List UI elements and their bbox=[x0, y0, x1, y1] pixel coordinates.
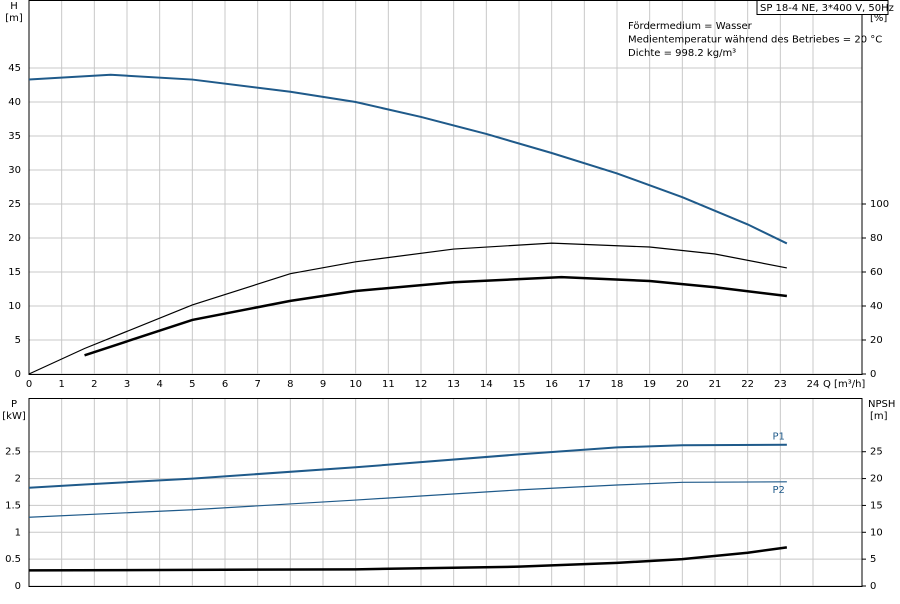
y-tick-label: 2 bbox=[15, 474, 21, 485]
x-tick-label: 18 bbox=[611, 379, 624, 390]
y-axis-label: P bbox=[11, 399, 17, 410]
x-axis-label: Q [m³/h] bbox=[823, 379, 865, 390]
y-tick-label: 25 bbox=[8, 199, 21, 210]
y2-axis-label: NPSH bbox=[868, 399, 895, 410]
y-axis-unit: [m] bbox=[5, 13, 23, 24]
y2-tick-label: 15 bbox=[870, 500, 883, 511]
curve bbox=[28, 546, 788, 572]
curve bbox=[28, 73, 788, 245]
y2-tick-label: 20 bbox=[870, 335, 883, 346]
y2-axis-unit: [%] bbox=[870, 13, 887, 24]
curve bbox=[84, 275, 788, 357]
y-tick-label: 2.5 bbox=[5, 447, 21, 458]
x-tick-label: 3 bbox=[124, 379, 130, 390]
x-tick-label: 20 bbox=[676, 379, 689, 390]
y-tick-label: 1 bbox=[15, 527, 21, 538]
x-tick-label: 7 bbox=[254, 379, 260, 390]
annotation: Medientemperatur während des Betriebes =… bbox=[628, 35, 882, 46]
y-tick-label: 10 bbox=[8, 301, 21, 312]
x-tick-label: 12 bbox=[415, 379, 428, 390]
x-tick-label: 4 bbox=[156, 379, 162, 390]
y2-tick-label: 25 bbox=[870, 447, 883, 458]
y-tick-label: 0.5 bbox=[5, 554, 21, 565]
y-tick-label: 1.5 bbox=[5, 500, 21, 511]
series-label: P1 bbox=[772, 432, 784, 443]
y-tick-label: 45 bbox=[8, 63, 21, 74]
y-tick-label: 30 bbox=[8, 165, 21, 176]
x-tick-label: 2 bbox=[91, 379, 97, 390]
chart-title: SP 18-4 NE, 3*400 V, 50Hz bbox=[760, 3, 894, 14]
x-tick-label: 15 bbox=[513, 379, 526, 390]
y2-tick-label: 5 bbox=[870, 554, 876, 565]
x-tick-label: 14 bbox=[480, 379, 493, 390]
curve bbox=[28, 481, 787, 518]
x-tick-label: 17 bbox=[578, 379, 591, 390]
plot-frame bbox=[28, 398, 863, 587]
y2-tick-label: 0 bbox=[870, 369, 876, 380]
x-tick-label: 11 bbox=[382, 379, 395, 390]
y-tick-label: 35 bbox=[8, 131, 21, 142]
annotation: Fördermedium = Wasser bbox=[628, 21, 753, 32]
x-tick-label: 19 bbox=[643, 379, 656, 390]
y2-tick-label: 20 bbox=[870, 474, 883, 485]
y-tick-label: 0 bbox=[15, 581, 21, 592]
y-tick-label: 20 bbox=[8, 233, 21, 244]
y2-tick-label: 10 bbox=[870, 527, 883, 538]
x-tick-label: 5 bbox=[189, 379, 195, 390]
x-tick-label: 22 bbox=[741, 379, 754, 390]
y2-tick-label: 0 bbox=[870, 581, 876, 592]
y-axis-unit: [kW] bbox=[2, 411, 26, 422]
y-tick-label: 0 bbox=[15, 369, 21, 380]
x-tick-label: 16 bbox=[545, 379, 558, 390]
x-tick-label: 1 bbox=[58, 379, 64, 390]
x-tick-label: 0 bbox=[26, 379, 32, 390]
y2-tick-label: 80 bbox=[870, 233, 883, 244]
annotation: Dichte = 998.2 kg/m³ bbox=[628, 48, 736, 59]
y-tick-label: 40 bbox=[8, 97, 21, 108]
x-tick-label: 8 bbox=[287, 379, 293, 390]
info-box bbox=[756, 0, 889, 15]
curve bbox=[28, 242, 787, 375]
series-label: P2 bbox=[772, 485, 784, 496]
x-tick-label: 13 bbox=[447, 379, 460, 390]
x-tick-label: 10 bbox=[349, 379, 362, 390]
y-axis-label: H bbox=[10, 1, 18, 12]
y-tick-label: 15 bbox=[8, 267, 21, 278]
x-tick-label: 9 bbox=[320, 379, 326, 390]
y2-tick-label: 100 bbox=[870, 199, 889, 210]
x-tick-label: 6 bbox=[222, 379, 228, 390]
curve bbox=[28, 443, 787, 489]
y2-axis-unit: [m] bbox=[870, 411, 888, 422]
y-tick-label: 5 bbox=[15, 335, 21, 346]
y2-tick-label: 60 bbox=[870, 267, 883, 278]
plot-frame bbox=[28, 0, 863, 375]
y2-tick-label: 40 bbox=[870, 301, 883, 312]
x-tick-label: 23 bbox=[774, 379, 787, 390]
x-tick-label: 21 bbox=[709, 379, 722, 390]
x-tick-label: 24 bbox=[807, 379, 820, 390]
